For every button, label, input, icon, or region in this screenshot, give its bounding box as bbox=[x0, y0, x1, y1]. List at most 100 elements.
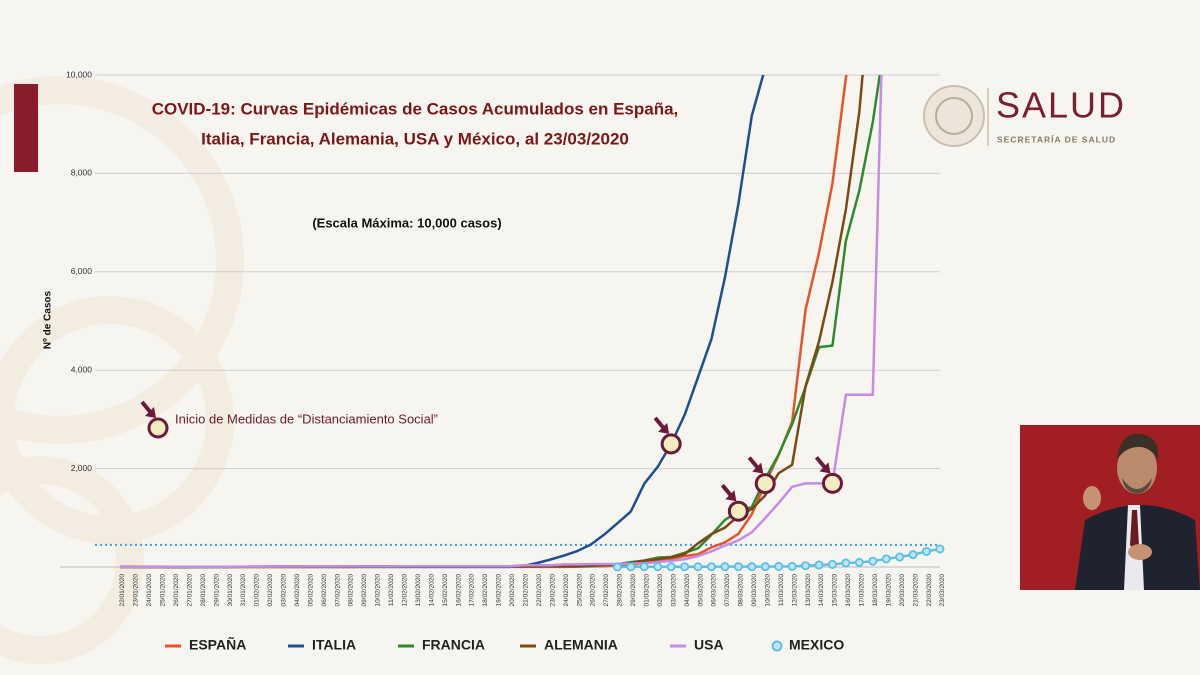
series-marker bbox=[653, 562, 663, 572]
x-tick-label: 30/01/2020 bbox=[227, 574, 234, 607]
series-marker bbox=[814, 560, 824, 570]
distancing-marker bbox=[660, 433, 682, 455]
series-marker bbox=[881, 554, 891, 564]
series-marker bbox=[733, 562, 743, 572]
x-tick-label: 02/02/2020 bbox=[267, 574, 274, 607]
legend-label: ALEMANIA bbox=[544, 637, 618, 653]
plot-area bbox=[120, 75, 945, 572]
y-tick-label: 4,000 bbox=[71, 364, 93, 374]
video-inset bbox=[1020, 425, 1200, 590]
logo-subtitle: SECRETARÍA DE SALUD bbox=[997, 134, 1116, 144]
distancing-marker bbox=[727, 500, 749, 522]
seal-inner bbox=[935, 97, 973, 135]
x-tick-label: 06/03/2020 bbox=[711, 574, 718, 607]
x-tick-label: 07/03/2020 bbox=[724, 574, 731, 607]
distancing-marker-arrow-head bbox=[725, 490, 737, 502]
x-tick-label: 16/02/2020 bbox=[455, 574, 462, 607]
x-tick-label: 23/03/2020 bbox=[939, 574, 946, 607]
distancing-marker bbox=[754, 473, 776, 495]
x-tick-label: 12/02/2020 bbox=[402, 574, 409, 607]
x-tick-label: 16/03/2020 bbox=[845, 574, 852, 607]
distancing-marker-arrow-head bbox=[819, 462, 831, 474]
series-marker bbox=[935, 544, 945, 554]
series-marker bbox=[639, 562, 649, 572]
x-tick-label: 21/02/2020 bbox=[522, 574, 529, 607]
x-tick-label: 31/01/2020 bbox=[240, 574, 247, 607]
legend-label: FRANCIA bbox=[422, 637, 485, 653]
x-tick-label: 10/03/2020 bbox=[764, 574, 771, 607]
chart-title: Italia, Francia, Alemania, USA y México,… bbox=[201, 129, 629, 148]
x-tick-label: 26/01/2020 bbox=[173, 574, 180, 607]
x-tick-label: 18/03/2020 bbox=[872, 574, 879, 607]
chart-title: COVID-19: Curvas Epidémicas de Casos Acu… bbox=[152, 99, 679, 118]
x-tick-label: 20/02/2020 bbox=[509, 574, 516, 607]
x-tick-label: 18/02/2020 bbox=[482, 574, 489, 607]
x-tick-label: 27/02/2020 bbox=[603, 574, 610, 607]
series-marker bbox=[626, 562, 636, 572]
series-marker bbox=[706, 562, 716, 572]
legend-label: USA bbox=[694, 637, 724, 653]
x-tick-label: 28/02/2020 bbox=[617, 574, 624, 607]
series-marker bbox=[908, 550, 918, 560]
x-tick-label: 01/03/2020 bbox=[643, 574, 650, 607]
x-tick-label: 23/01/2020 bbox=[133, 574, 140, 607]
background-pattern bbox=[0, 76, 244, 664]
legend-swatch bbox=[771, 640, 783, 652]
series-marker bbox=[774, 561, 784, 571]
x-tick-label: 17/03/2020 bbox=[859, 574, 866, 607]
x-tick-label: 25/02/2020 bbox=[576, 574, 583, 607]
x-tick-label: 20/03/2020 bbox=[899, 574, 906, 607]
x-tick-label: 11/03/2020 bbox=[778, 574, 785, 606]
logo: SALUD bbox=[996, 85, 1126, 126]
y-tick-label: 2,000 bbox=[71, 463, 93, 473]
x-tick-label: 08/03/2020 bbox=[738, 574, 745, 607]
series-marker bbox=[895, 552, 905, 562]
seal bbox=[923, 85, 985, 147]
y-axis-label: Nº de Casos bbox=[43, 291, 54, 350]
series-marker bbox=[693, 562, 703, 572]
legend-label: ESPAÑA bbox=[189, 636, 246, 653]
series-marker bbox=[612, 562, 622, 572]
x-tick-label: 25/01/2020 bbox=[160, 574, 167, 607]
series-marker bbox=[922, 546, 932, 556]
x-tick-label: 03/03/2020 bbox=[670, 574, 677, 607]
series-marker bbox=[787, 561, 797, 571]
series-marker bbox=[827, 559, 837, 569]
accent-bar bbox=[14, 84, 38, 172]
series-marker bbox=[868, 556, 878, 566]
x-tick-label: 05/03/2020 bbox=[697, 574, 704, 607]
x-tick-label: 24/02/2020 bbox=[563, 574, 570, 607]
distancing-marker-arrow-head bbox=[658, 422, 670, 434]
series-marker bbox=[801, 561, 811, 571]
legend-label: ITALIA bbox=[312, 637, 356, 653]
distancing-marker-arrow-head bbox=[752, 462, 764, 474]
x-tick-label: 17/02/2020 bbox=[469, 574, 476, 607]
x-tick-label: 28/01/2020 bbox=[200, 574, 207, 607]
x-tick-label: 24/01/2020 bbox=[146, 574, 153, 607]
x-tick-label: 26/02/2020 bbox=[590, 574, 597, 607]
y-tick-label: 10,000 bbox=[66, 69, 92, 79]
series-marker bbox=[760, 562, 770, 572]
x-tick-label: 14/02/2020 bbox=[428, 574, 435, 607]
x-tick-label: 22/02/2020 bbox=[536, 574, 543, 607]
x-tick-label: 06/02/2020 bbox=[321, 574, 328, 607]
series-marker bbox=[666, 562, 676, 572]
series-marker bbox=[841, 558, 851, 568]
x-tick-label: 29/02/2020 bbox=[630, 574, 637, 607]
x-tick-label: 19/03/2020 bbox=[885, 574, 892, 607]
x-tick-label: 22/03/2020 bbox=[926, 574, 933, 607]
series-line bbox=[120, 75, 883, 569]
x-tick-label: 13/03/2020 bbox=[805, 574, 812, 607]
x-tick-label: 12/03/2020 bbox=[791, 574, 798, 607]
y-tick-label: 8,000 bbox=[71, 168, 93, 178]
x-tick-label: 08/02/2020 bbox=[348, 574, 355, 607]
x-tick-label: 22/01/2020 bbox=[119, 574, 126, 607]
x-tick-label: 29/01/2020 bbox=[213, 574, 220, 607]
x-tick-label: 09/02/2020 bbox=[361, 574, 368, 607]
annotation-key-arrow-head bbox=[145, 407, 156, 418]
x-tick-label: 03/02/2020 bbox=[281, 574, 288, 607]
x-tick-label: 10/02/2020 bbox=[375, 574, 382, 607]
